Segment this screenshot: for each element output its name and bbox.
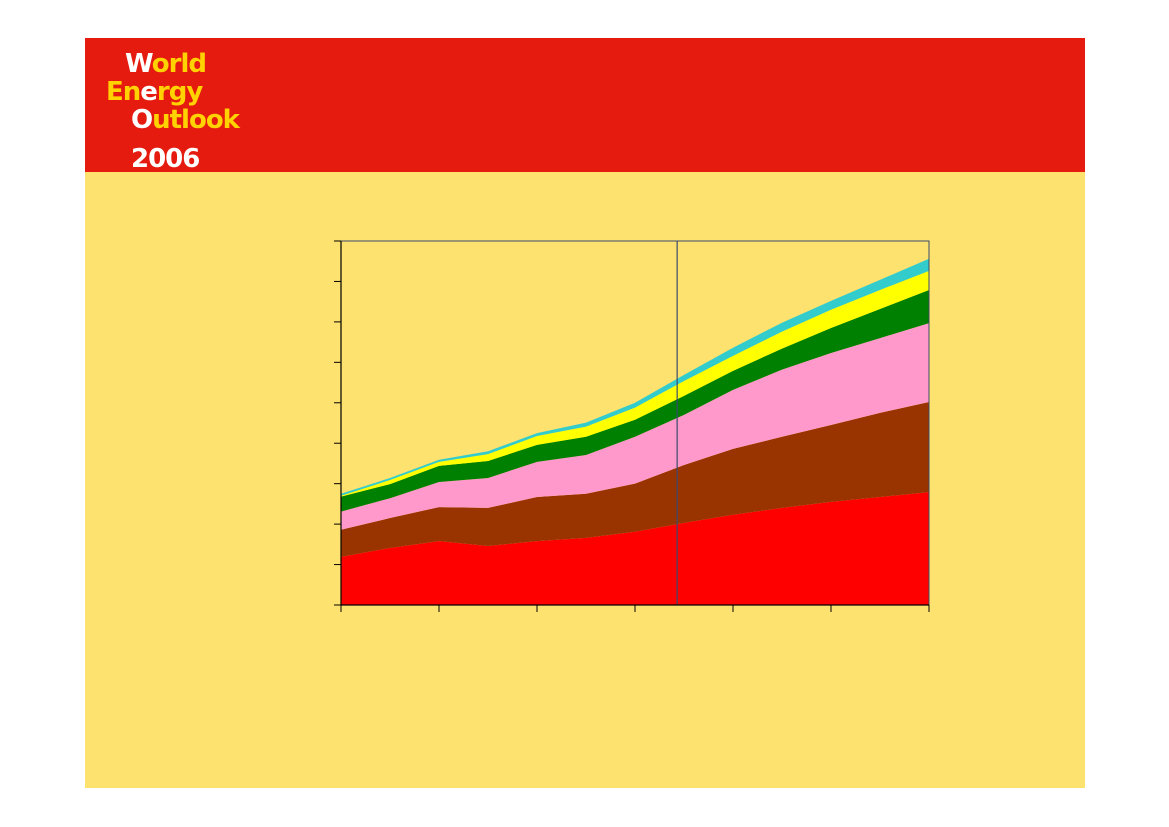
logo-part: rgy [157, 77, 203, 107]
area [341, 289, 929, 512]
logo-part: utlook [152, 105, 241, 135]
area [341, 323, 929, 530]
logo-part: e [140, 77, 157, 107]
logo: World Energy Outlook 2006 [106, 49, 242, 174]
logo-part: O [131, 105, 152, 135]
area [341, 401, 929, 557]
logo-part: En [106, 77, 140, 107]
plot [334, 240, 930, 612]
logo-part: orld [152, 49, 206, 79]
logo-line: World [125, 49, 206, 79]
logo-line: Outlook [131, 105, 241, 135]
logo-line: Energy [106, 77, 203, 107]
logo-part: W [125, 49, 153, 79]
area [341, 492, 929, 605]
logo-line: 2006 [131, 144, 199, 174]
header-band [85, 38, 1085, 172]
logo-part: 2006 [131, 144, 199, 174]
